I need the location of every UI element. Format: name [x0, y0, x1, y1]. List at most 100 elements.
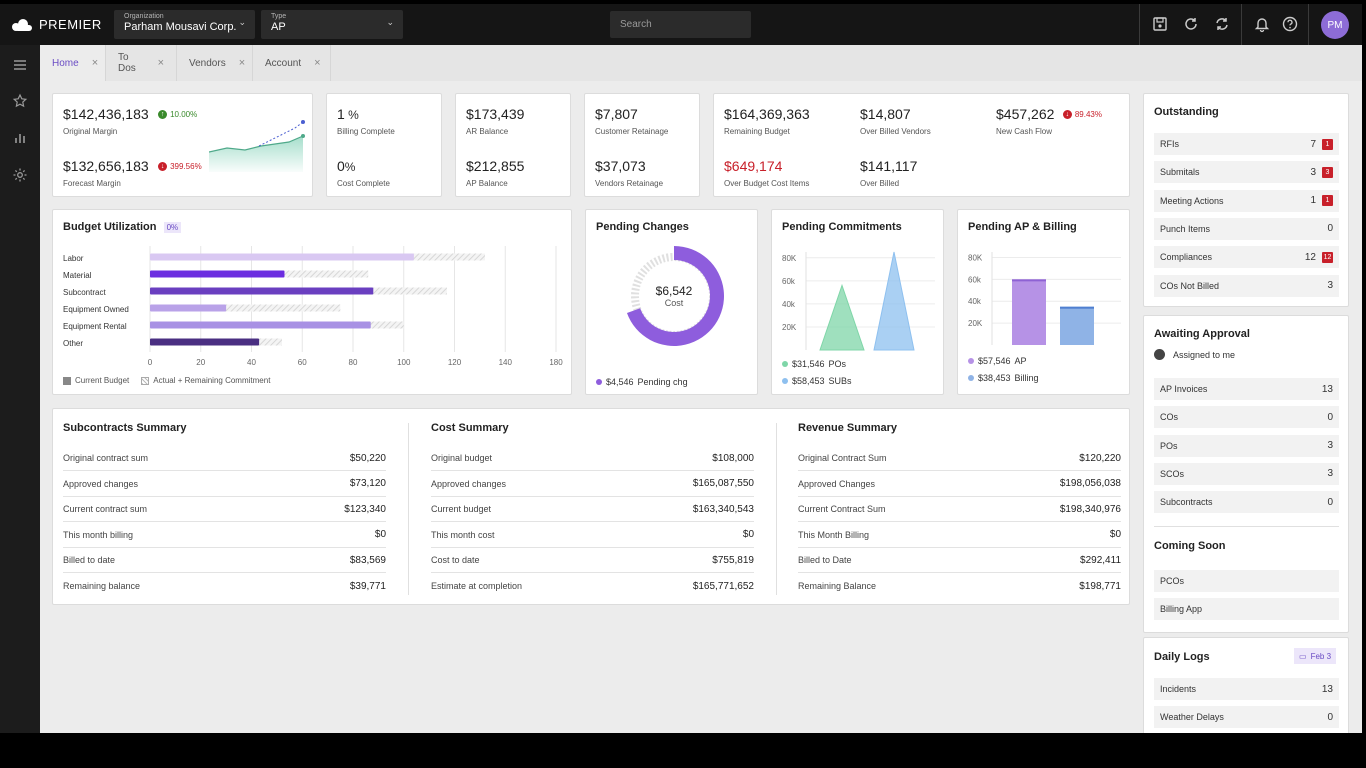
- list-item[interactable]: RFIs 7 1: [1154, 133, 1339, 155]
- help-icon[interactable]: [1281, 15, 1299, 33]
- list-item[interactable]: Compliances 12 12: [1154, 246, 1339, 269]
- tab-home[interactable]: Home ×: [40, 45, 106, 81]
- currency-symbol: $: [712, 452, 718, 464]
- summary-amount: 198,771: [1084, 580, 1121, 592]
- star-icon[interactable]: [12, 93, 28, 109]
- radio-icon[interactable]: [1154, 349, 1165, 360]
- currency-symbol: $: [1079, 580, 1085, 592]
- list-item[interactable]: POs 3: [1154, 434, 1339, 457]
- summary-row: Original budget $108,000: [431, 446, 754, 471]
- budget-bar[interactable]: [150, 287, 374, 295]
- summary-row-value: $292,411: [1080, 555, 1121, 566]
- summary-amount: 108,000: [717, 452, 754, 464]
- cloud-logo-icon: [12, 18, 32, 31]
- summary-row: This month cost $0: [431, 523, 754, 548]
- y-tick-label: 40k: [968, 297, 982, 306]
- list-item[interactable]: Incidents 13: [1154, 678, 1339, 700]
- logo[interactable]: PREMIER: [11, 17, 102, 32]
- arrow-down-icon: ↓: [158, 162, 168, 172]
- legend-dot: [782, 361, 788, 367]
- gear-icon[interactable]: [12, 167, 28, 183]
- list-item[interactable]: COs Not Billed 3: [1154, 274, 1339, 297]
- list-item[interactable]: Meeting Actions 1 1: [1154, 189, 1339, 212]
- tab-vendors[interactable]: Vendors ×: [177, 45, 253, 81]
- currency-symbol: $: [595, 158, 603, 174]
- budget-bar[interactable]: [150, 338, 260, 346]
- original-margin-label: Original Margin: [63, 127, 118, 136]
- tab-account[interactable]: Account ×: [253, 45, 331, 81]
- budget-bar[interactable]: [150, 304, 227, 312]
- y-tick-label: 20K: [782, 323, 797, 332]
- search-input[interactable]: [610, 11, 751, 38]
- organization-dropdown[interactable]: Organization Parham Mousavi Corp. ⌄: [114, 10, 255, 39]
- budget-bar[interactable]: [150, 253, 414, 261]
- y-tick-label: 60k: [782, 277, 796, 286]
- list-item[interactable]: Submitals 3 3: [1154, 161, 1339, 184]
- ar-balance-label: AR Balance: [466, 127, 509, 136]
- commitment-peak[interactable]: [873, 251, 915, 351]
- summary-row-value: $108,000: [712, 453, 754, 464]
- list-item[interactable]: COs 0: [1154, 406, 1339, 429]
- close-icon[interactable]: ×: [238, 57, 246, 69]
- ap-billing-bar[interactable]: [1012, 279, 1046, 345]
- pending-changes-card: Pending Changes $6,542 Cost $4,546 Pendin…: [585, 209, 758, 395]
- list-item[interactable]: Punch Items 0: [1154, 217, 1339, 240]
- vendors-retainage-label: Vendors Retainage: [595, 179, 664, 188]
- summary-row-value: $50,220: [350, 453, 386, 464]
- vendors-retainage: $37,073 Vendors Retainage: [595, 158, 663, 188]
- x-tick-label: 100: [397, 358, 411, 367]
- over-billed-vendors: $14,807 Over Billed Vendors: [860, 106, 931, 136]
- assigned-to-me-toggle[interactable]: Assigned to me: [1154, 349, 1235, 360]
- legend-swatch: [141, 376, 150, 385]
- list-item[interactable]: PCOs: [1154, 570, 1339, 592]
- summary-row: This month billing $0: [63, 523, 386, 548]
- list-item-count: 3: [1327, 440, 1333, 452]
- date-picker[interactable]: ▭ Feb 3: [1294, 648, 1337, 664]
- budget-bar[interactable]: [150, 321, 371, 329]
- currency-symbol: $: [655, 284, 663, 298]
- tab-to-dos[interactable]: To Dos ×: [106, 45, 177, 81]
- summary-amount: 0: [380, 529, 386, 540]
- ap-billing-bar[interactable]: [1060, 306, 1094, 345]
- new-cash-flow-value: 457,262: [1003, 106, 1055, 122]
- currency-symbol: $: [692, 580, 699, 592]
- list-item[interactable]: Weather Delays 0: [1154, 706, 1339, 729]
- save-icon[interactable]: [1151, 15, 1169, 33]
- legend-dot: [968, 358, 974, 364]
- close-icon[interactable]: ×: [91, 57, 99, 69]
- summary-row-value: $165,087,550: [693, 478, 754, 489]
- menu-icon[interactable]: [12, 57, 28, 73]
- summary-row-value: $39,771: [350, 581, 386, 592]
- donut-value: $6,542: [622, 284, 726, 298]
- budget-bar[interactable]: [150, 270, 285, 278]
- list-item-label: Punch Items: [1160, 223, 1211, 234]
- list-item[interactable]: AP Invoices 13: [1154, 378, 1339, 400]
- summary-row-label: Billed to Date: [798, 555, 852, 565]
- close-icon[interactable]: ×: [157, 57, 164, 69]
- currency-symbol: $: [63, 158, 71, 174]
- summary-row-label: Original budget: [431, 453, 493, 463]
- bell-icon[interactable]: [1253, 15, 1271, 33]
- commitment-bar[interactable]: [150, 304, 341, 312]
- organization-label: Organization: [124, 13, 164, 20]
- legend-value: $31,546: [792, 359, 825, 369]
- type-dropdown[interactable]: Type AP ⌄: [261, 10, 403, 39]
- app-window: PREMIER Organization Parham Mousavi Corp…: [0, 4, 1362, 733]
- list-item[interactable]: Billing App: [1154, 598, 1339, 621]
- over-billed-vendors-value: 14,807: [867, 106, 911, 122]
- bar-chart-icon[interactable]: [12, 130, 28, 146]
- avatar[interactable]: PM: [1321, 11, 1349, 39]
- legend-item: $57,546 AP: [968, 356, 1027, 366]
- organization-value: Parham Mousavi Corp.: [124, 21, 237, 33]
- list-item[interactable]: SCOs 3: [1154, 462, 1339, 485]
- currency-symbol: $: [63, 106, 71, 122]
- sync-icon[interactable]: [1213, 15, 1231, 33]
- list-item-count: 1: [1310, 195, 1316, 207]
- close-icon[interactable]: ×: [314, 57, 321, 69]
- currency-symbol: $: [349, 478, 356, 489]
- list-item[interactable]: Subcontracts 0: [1154, 491, 1339, 514]
- remaining-budget-value: 164,369,363: [731, 106, 810, 122]
- refresh-icon[interactable]: [1182, 15, 1200, 33]
- commitment-peak[interactable]: [819, 283, 865, 351]
- billing-complete-label: Billing Complete: [337, 127, 395, 136]
